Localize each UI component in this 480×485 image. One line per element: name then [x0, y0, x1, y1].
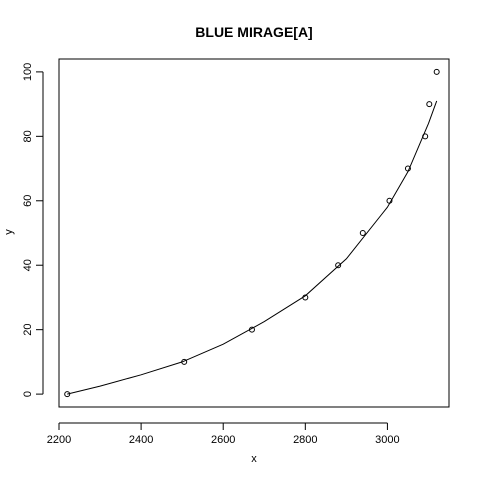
x-tick-label: 2400 [129, 434, 153, 446]
x-tick-label: 3000 [375, 434, 399, 446]
fit-curve-line [67, 100, 438, 395]
y-tick-label: 60 [22, 195, 34, 207]
x-axis-label: x [251, 453, 257, 465]
scatter-point [248, 326, 255, 333]
fit-curve-group [67, 100, 438, 395]
y-tick-label: 20 [22, 324, 34, 336]
chart-title: BLUE MIRAGE[A] [195, 24, 312, 40]
scatter-point [404, 165, 411, 172]
x-tick-label: 2200 [47, 434, 71, 446]
scatter-points [64, 68, 440, 398]
scatter-point [335, 262, 342, 269]
y-tick-label: 100 [22, 63, 34, 81]
scatter-point [181, 358, 188, 365]
scatter-point [433, 68, 440, 75]
y-axis-label: y [3, 229, 15, 235]
x-tick-label: 2800 [293, 434, 317, 446]
y-tick-label: 40 [22, 259, 34, 271]
x-tick-label: 2600 [211, 434, 235, 446]
scatter-point [422, 133, 429, 140]
scatter-point [386, 197, 393, 204]
plot-box [58, 58, 450, 408]
scatter-point [426, 101, 433, 108]
scatter-point [359, 230, 366, 236]
x-axis: 2200 2400 2600 2800 3000 [47, 422, 400, 446]
scatter-point [302, 294, 309, 301]
y-axis: 0 20 40 60 80 100 [22, 63, 44, 397]
y-tick-label: 80 [22, 130, 34, 142]
scatter-point [64, 391, 71, 398]
y-tick-label: 0 [22, 391, 34, 397]
